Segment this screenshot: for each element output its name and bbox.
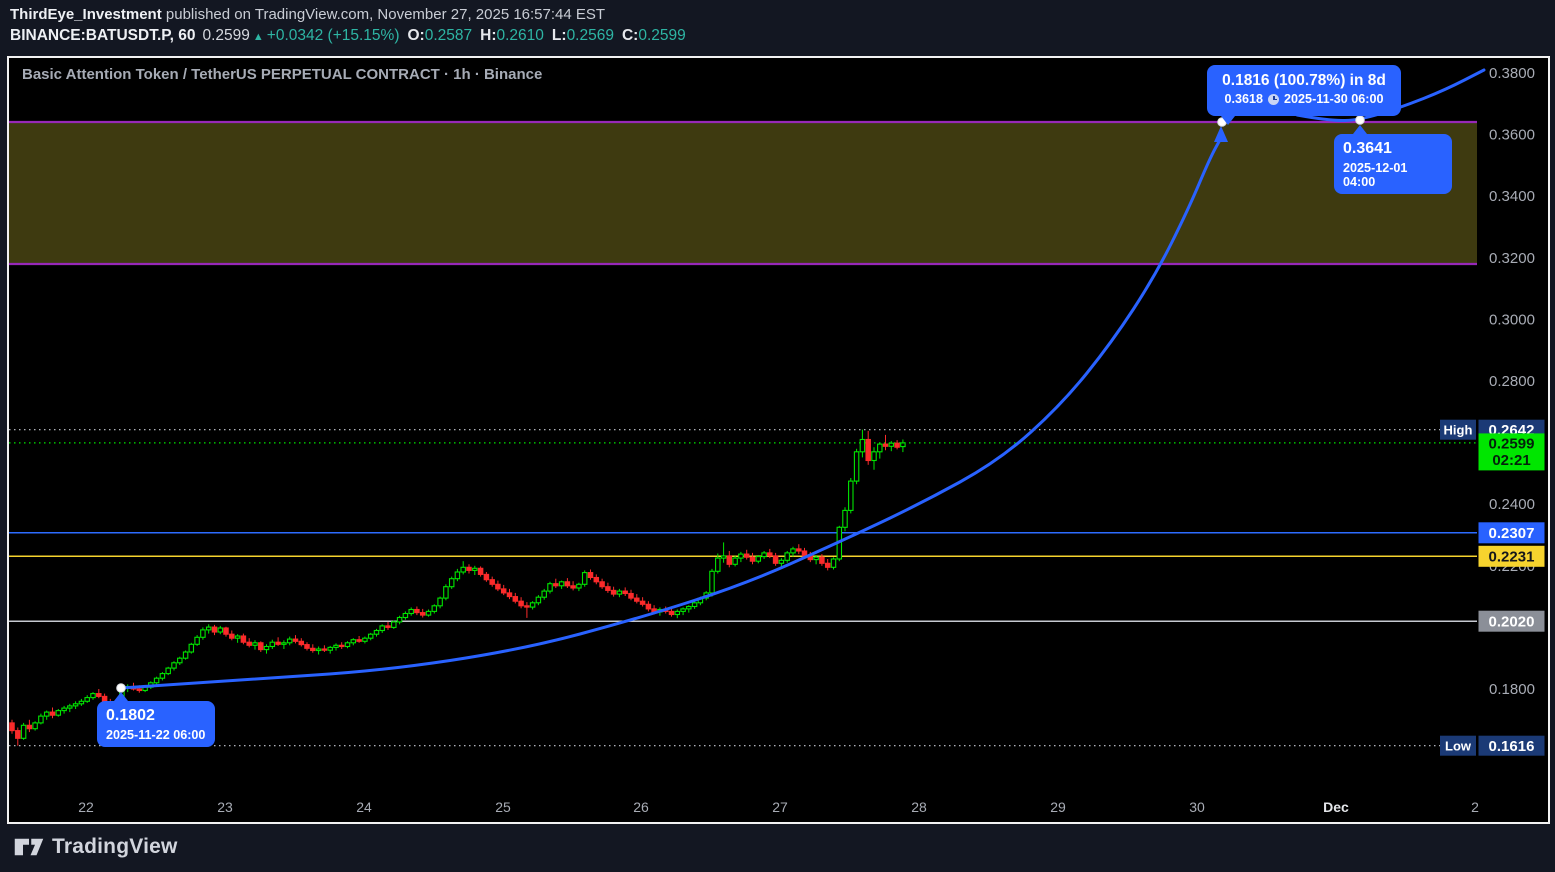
- open-value: 0.2587: [424, 27, 473, 44]
- price-scale[interactable]: 0.3800 0.3600 0.3400 0.3200 0.3000 0.2800 0.24…: [1440, 65, 1545, 756]
- time-scale[interactable]: 22 23 24 25 26 27 28 29 30 Dec 2: [78, 799, 1479, 815]
- time-tick-label: 27: [772, 799, 788, 815]
- price-change: +0.0342 (+15.15%): [266, 27, 400, 44]
- published-text: published on TradingView.com, November 2…: [161, 6, 606, 23]
- tradingview-logo-icon: [14, 838, 44, 856]
- level-price-badge: [1478, 610, 1545, 632]
- time-tick-label: Dec: [1323, 799, 1349, 815]
- level-price-value: 0.2307: [1489, 525, 1535, 542]
- tradingview-logo-text: TradingView: [52, 835, 178, 858]
- time-tick-label: 2: [1471, 799, 1479, 815]
- price-tick-label: 0.3800: [1489, 65, 1535, 82]
- time-tick-label: 30: [1189, 799, 1205, 815]
- projection-gain-text: 0.1816 (100.78%) in 8d: [1222, 72, 1386, 89]
- projection-target-date: 2025-11-30 06:00: [1284, 92, 1384, 107]
- time-tick-label: 28: [911, 799, 927, 815]
- close-value: 0.2599: [638, 27, 686, 44]
- marker-badge-label: Low: [1445, 739, 1472, 754]
- published-line: ThirdEye_Investment published on Trading…: [10, 6, 686, 23]
- curve-arrowhead-icon: [1214, 126, 1228, 142]
- symbol-info-bar: BINANCE:BATUSDT.P, 60 0.2599 ▲ +0.0342 (+15…: [10, 27, 686, 45]
- level-price-badge: [1478, 545, 1545, 567]
- price-tick-label: 0.3000: [1489, 311, 1535, 328]
- marker-badge-value: 0.1616: [1489, 738, 1535, 755]
- price-tick-label: 0.2400: [1489, 496, 1535, 513]
- high-value: 0.2610: [496, 27, 544, 44]
- price-tick-label: 0.3200: [1489, 250, 1535, 267]
- projection-target-callout[interactable]: 0.1816 (100.78%) in 8d 0.3618 2025-11-30…: [1207, 65, 1401, 125]
- anchor-dot[interactable]: [116, 683, 126, 693]
- origin-date: 2025-11-22 06:00: [106, 727, 206, 742]
- open-label: O:: [407, 27, 425, 44]
- chart-title: Basic Attention Token / TetherUS PERPETU…: [22, 66, 543, 83]
- extension-point-callout[interactable]: 0.3641 2025-12-01 04:00: [1334, 125, 1452, 194]
- current-price-value: 0.2599: [1489, 435, 1535, 452]
- high-label: H:: [480, 27, 497, 44]
- bar-countdown: 02:21: [1492, 452, 1530, 469]
- projection-target-price: 0.3618: [1224, 92, 1264, 107]
- marker-badge: [1440, 735, 1476, 756]
- extension-date: 2025-12-01 04:00: [1343, 160, 1408, 189]
- anchor-dot[interactable]: [1355, 115, 1365, 125]
- supply-zone-rectangle[interactable]: [9, 120, 1477, 266]
- close-label: C:: [621, 27, 639, 44]
- price-tick-label: 0.3600: [1489, 127, 1535, 144]
- symbol-name: BINANCE:BATUSDT.P, 60: [10, 27, 196, 44]
- level-price-value: 0.2020: [1489, 614, 1535, 631]
- last-price: 0.2599: [202, 27, 250, 44]
- marker-badge-label: High: [1444, 423, 1473, 438]
- current-price-badge: [1478, 433, 1545, 471]
- clock-icon: [1268, 93, 1280, 105]
- snapshot-header: ThirdEye_Investment published on Trading…: [10, 6, 686, 45]
- origin-point-callout[interactable]: 0.1802 2025-11-22 06:00: [97, 692, 215, 747]
- up-arrow-icon: ▲: [252, 31, 264, 43]
- marker-badge: [1440, 419, 1476, 440]
- price-tick-label: 0.1800: [1489, 681, 1535, 698]
- price-tick-label: 0.3400: [1489, 188, 1535, 205]
- level-price-value: 0.2231: [1489, 549, 1535, 566]
- time-tick-label: 26: [633, 799, 649, 815]
- level-price-badge: [1478, 522, 1545, 544]
- extension-price: 0.3641: [1343, 140, 1392, 157]
- origin-price: 0.1802: [106, 707, 155, 724]
- time-tick-label: 25: [495, 799, 511, 815]
- tradingview-logo[interactable]: TradingView: [14, 834, 178, 860]
- time-tick-label: 24: [356, 799, 372, 815]
- time-tick-label: 29: [1050, 799, 1066, 815]
- author-name: ThirdEye_Investment: [10, 6, 162, 23]
- time-tick-label: 22: [78, 799, 94, 815]
- low-label: L:: [551, 27, 567, 44]
- price-tick-label: 0.2800: [1489, 373, 1535, 390]
- time-tick-label: 23: [217, 799, 233, 815]
- low-value: 0.2569: [566, 27, 614, 44]
